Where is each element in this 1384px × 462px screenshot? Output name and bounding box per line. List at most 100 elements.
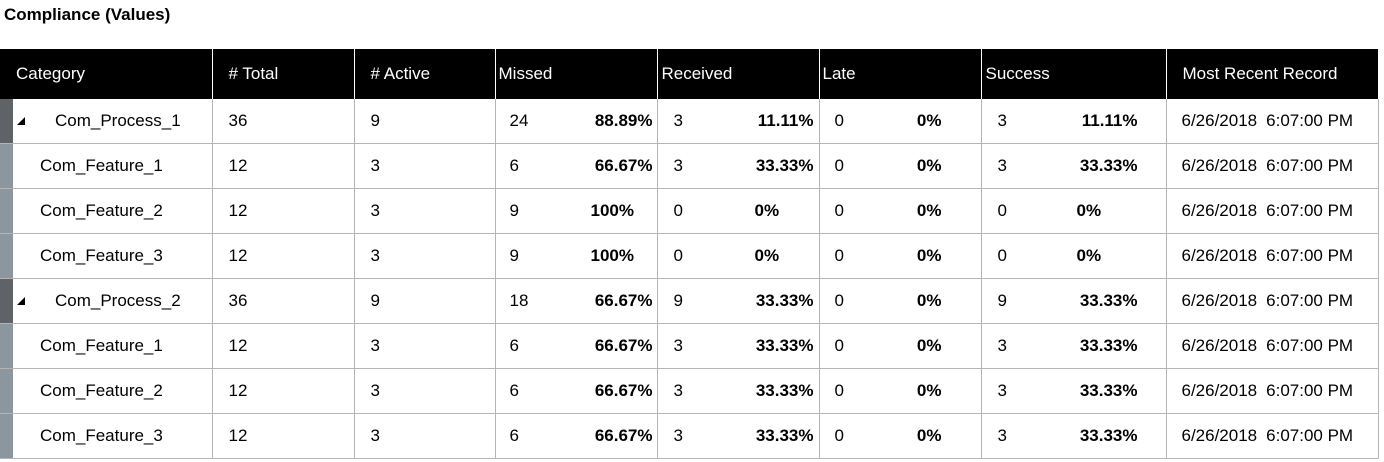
late-percent: 0% — [916, 381, 942, 400]
column-header-label: Received — [661, 64, 733, 83]
category-cell[interactable]: Com_Process_2 — [0, 278, 213, 324]
collapse-triangle-icon[interactable] — [17, 297, 25, 305]
missed-percent: 66.67% — [594, 426, 653, 445]
most-recent-record-cell: 6/26/2018 6:07:00 PM — [1166, 99, 1379, 144]
missed-count: 6 — [509, 156, 519, 175]
table-row[interactable]: Com_Feature_1 12 3 6 66.67% 3 33.33% 0 0% 3 33.33%… — [0, 323, 1379, 369]
column-header-total[interactable]: # Total — [212, 49, 355, 99]
record-time: 6:07:00 PM — [1266, 111, 1354, 130]
late-count: 0 — [834, 426, 844, 445]
missed-percent: 66.67% — [594, 336, 653, 355]
success-percent: 33.33% — [1079, 336, 1138, 355]
row-selector-handle[interactable] — [0, 99, 13, 143]
success-count: 3 — [997, 381, 1007, 400]
missed-count: 6 — [509, 336, 519, 355]
collapse-triangle-icon[interactable] — [17, 117, 25, 125]
category-cell[interactable]: Com_Feature_1 — [0, 143, 213, 189]
column-header-most-recent-record[interactable]: Most Recent Record — [1166, 49, 1378, 99]
success-percent: 0% — [1076, 246, 1102, 265]
most-recent-record-cell: 6/26/2018 6:07:00 PM — [1166, 323, 1379, 369]
column-header-missed[interactable]: Missed — [495, 49, 658, 99]
total-value: 36 — [228, 291, 248, 310]
received-count: 3 — [673, 426, 683, 445]
received-count: 3 — [673, 111, 683, 130]
table-row[interactable]: Com_Feature_1 12 3 6 66.67% 3 33.33% 0 0% 3 33.33%… — [0, 143, 1379, 189]
category-label: Com_Feature_1 — [40, 336, 163, 355]
column-header-active[interactable]: # Active — [354, 49, 496, 99]
record-date: 6/26/2018 — [1181, 291, 1258, 310]
success-percent: 33.33% — [1079, 156, 1138, 175]
record-date: 6/26/2018 — [1181, 381, 1258, 400]
column-header-label: Most Recent Record — [1182, 64, 1338, 83]
record-time: 6:07:00 PM — [1266, 426, 1354, 445]
category-cell[interactable]: Com_Feature_2 — [0, 368, 213, 414]
record-time: 6:07:00 PM — [1266, 291, 1354, 310]
column-header-late[interactable]: Late — [819, 49, 982, 99]
missed-cell: 18 66.67% — [495, 278, 658, 324]
received-count: 3 — [673, 381, 683, 400]
active-cell: 3 — [354, 143, 496, 189]
received-percent: 33.33% — [755, 336, 814, 355]
late-count: 0 — [834, 381, 844, 400]
active-value: 9 — [370, 291, 380, 310]
missed-count: 6 — [509, 381, 519, 400]
table-row[interactable]: Com_Feature_3 12 3 9 100% 0 0% 0 0% 0 0% 6/26/2018 6… — [0, 233, 1379, 279]
received-cell: 3 33.33% — [657, 323, 820, 369]
success-count: 3 — [997, 156, 1007, 175]
success-percent: 33.33% — [1079, 426, 1138, 445]
received-percent: 33.33% — [755, 156, 814, 175]
category-cell[interactable]: Com_Feature_2 — [0, 188, 213, 234]
category-cell[interactable]: Com_Feature_3 — [0, 233, 213, 279]
received-count: 0 — [673, 201, 683, 220]
missed-count: 9 — [509, 246, 519, 265]
success-count: 3 — [997, 336, 1007, 355]
late-percent: 0% — [916, 156, 942, 175]
category-label: Com_Feature_3 — [40, 426, 163, 445]
row-selector-handle[interactable] — [0, 279, 13, 323]
total-value: 12 — [228, 426, 248, 445]
record-date: 6/26/2018 — [1181, 111, 1258, 130]
table-row[interactable]: Com_Feature_3 12 3 6 66.67% 3 33.33% 0 0% 3 33.33%… — [0, 413, 1379, 459]
category-label: Com_Feature_3 — [40, 246, 163, 265]
table-row[interactable]: Com_Feature_2 12 3 6 66.67% 3 33.33% 0 0% 3 33.33%… — [0, 368, 1379, 414]
total-value: 12 — [228, 246, 248, 265]
column-header-success[interactable]: Success — [981, 49, 1167, 99]
late-count: 0 — [834, 336, 844, 355]
row-selector-handle[interactable] — [0, 234, 13, 278]
column-header-received[interactable]: Received — [657, 49, 820, 99]
missed-percent: 100% — [590, 201, 634, 220]
record-time: 6:07:00 PM — [1266, 246, 1354, 265]
late-cell: 0 0% — [819, 143, 982, 189]
missed-cell: 9 100% — [495, 188, 658, 234]
category-cell[interactable]: Com_Feature_1 — [0, 323, 213, 369]
record-time: 6:07:00 PM — [1266, 336, 1354, 355]
category-cell[interactable]: Com_Feature_3 — [0, 413, 213, 459]
row-selector-handle[interactable] — [0, 144, 13, 188]
total-value: 12 — [228, 201, 248, 220]
table-group-row[interactable]: Com_Process_1 36 9 24 88.89% 3 11.11% 0 0% 3 11.11… — [0, 99, 1379, 144]
row-selector-handle[interactable] — [0, 324, 13, 368]
table-row[interactable]: Com_Feature_2 12 3 9 100% 0 0% 0 0% 0 0% 6/26/2018 6… — [0, 188, 1379, 234]
total-value: 12 — [228, 381, 248, 400]
late-count: 0 — [834, 156, 844, 175]
missed-percent: 100% — [590, 246, 634, 265]
record-time: 6:07:00 PM — [1266, 201, 1354, 220]
received-percent: 0% — [754, 201, 780, 220]
most-recent-record-cell: 6/26/2018 6:07:00 PM — [1166, 188, 1379, 234]
success-cell: 3 33.33% — [981, 323, 1167, 369]
success-count: 3 — [997, 111, 1007, 130]
missed-cell: 6 66.67% — [495, 323, 658, 369]
total-value: 12 — [228, 156, 248, 175]
received-count: 0 — [673, 246, 683, 265]
missed-cell: 6 66.67% — [495, 368, 658, 414]
category-label: Com_Feature_2 — [40, 381, 163, 400]
column-header-category[interactable]: Category — [0, 49, 213, 99]
row-selector-handle[interactable] — [0, 369, 13, 413]
row-selector-handle[interactable] — [0, 189, 13, 233]
most-recent-record-cell: 6/26/2018 6:07:00 PM — [1166, 143, 1379, 189]
table-group-row[interactable]: Com_Process_2 36 9 18 66.67% 9 33.33% 0 0% 9 33.33… — [0, 278, 1379, 324]
category-cell[interactable]: Com_Process_1 — [0, 99, 213, 144]
row-selector-handle[interactable] — [0, 414, 13, 458]
success-count: 9 — [997, 291, 1007, 310]
late-percent: 0% — [916, 246, 942, 265]
